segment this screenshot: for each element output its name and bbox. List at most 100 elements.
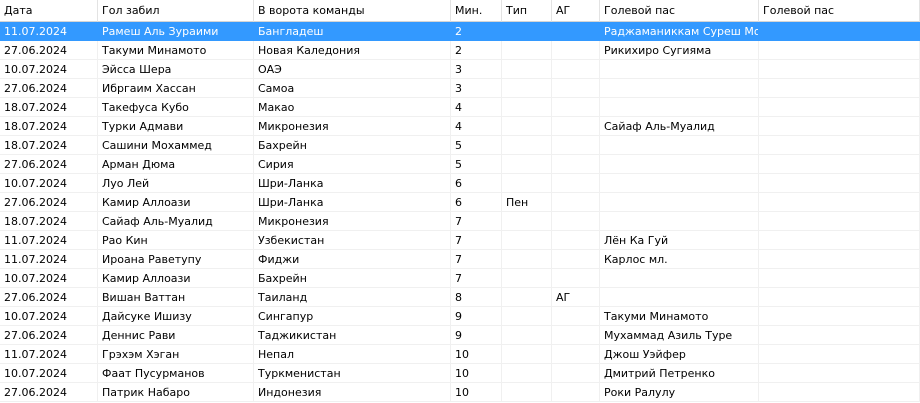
table-cell: [552, 250, 600, 269]
table-row[interactable]: 10.07.2024 Фаат Пусурманов Туркменистан 10 Д…: [0, 364, 920, 383]
table-cell: Грэхэм Хэган: [98, 345, 254, 364]
table-cell: [600, 155, 759, 174]
table-cell: [552, 136, 600, 155]
table-cell: Микронезия: [254, 117, 451, 136]
column-header[interactable]: Голевой пас: [759, 0, 920, 22]
table-cell: 4: [451, 98, 502, 117]
table-cell: Сашини Мохаммед: [98, 136, 254, 155]
table-cell: [552, 345, 600, 364]
table-cell: Бахрейн: [254, 136, 451, 155]
table-row[interactable]: 10.07.2024 Луо Лей Шри-Ланка 6: [0, 174, 920, 193]
table-cell: 18.07.2024: [0, 117, 98, 136]
table-cell: Самоа: [254, 79, 451, 98]
table-cell: 7: [451, 231, 502, 250]
table-row[interactable]: 10.07.2024 Дайсуке Ишизу Сингапур 9 Такуми М…: [0, 307, 920, 326]
table-cell: [502, 307, 552, 326]
table-cell: Мухаммад Азиль Туре: [600, 326, 759, 345]
table-row[interactable]: 10.07.2024 Эйсса Шера ОАЭ 3: [0, 60, 920, 79]
table-cell: [502, 79, 552, 98]
table-row[interactable]: 27.06.2024 Арман Дюма Сирия 5: [0, 155, 920, 174]
table-cell: [502, 117, 552, 136]
table-cell: [600, 288, 759, 307]
table-cell: Такуми Минамото: [600, 307, 759, 326]
table-cell: 4: [451, 117, 502, 136]
table-cell: [759, 174, 920, 193]
table-cell: [502, 345, 552, 364]
table-cell: Роки Ралулу: [600, 383, 759, 402]
column-header[interactable]: Мин.: [451, 0, 502, 22]
table-cell: [600, 98, 759, 117]
table-cell: 10.07.2024: [0, 307, 98, 326]
table-cell: 27.06.2024: [0, 326, 98, 345]
table-cell: Индонезия: [254, 383, 451, 402]
table-cell: Рикихиро Сугияма: [600, 41, 759, 60]
column-header[interactable]: В ворота команды: [254, 0, 451, 22]
table-row[interactable]: 27.06.2024 Патрик Набаро Индонезия 10 Роки Р…: [0, 383, 920, 402]
table-cell: [759, 326, 920, 345]
table-row[interactable]: 27.06.2024 Ибргаим Хассан Самоа 3: [0, 79, 920, 98]
table-cell: 27.06.2024: [0, 79, 98, 98]
table-cell: [552, 269, 600, 288]
table-cell: Бангладеш: [254, 22, 451, 41]
table-cell: 11.07.2024: [0, 22, 98, 41]
column-header[interactable]: Дата: [0, 0, 98, 22]
table-cell: [759, 231, 920, 250]
table-cell: [552, 307, 600, 326]
table-cell: 18.07.2024: [0, 136, 98, 155]
table-cell: Камир Аллоази: [98, 193, 254, 212]
header-row: Дата Гол забил В ворота команды Мин. Тип АГ Го…: [0, 0, 920, 22]
table-cell: Турки Адмави: [98, 117, 254, 136]
table-row[interactable]: 18.07.2024 Сайаф Аль-Муалид Микронезия 7: [0, 212, 920, 231]
table-cell: 3: [451, 60, 502, 79]
table-row[interactable]: 11.07.2024 Грэхэм Хэган Непал 10 Джош Уэйфер: [0, 345, 920, 364]
table-cell: [502, 364, 552, 383]
table-row[interactable]: 18.07.2024 Такефуса Кубо Макао 4: [0, 98, 920, 117]
table-cell: 5: [451, 155, 502, 174]
table-row[interactable]: 27.06.2024 Камир Аллоази Шри-Ланка 6 Пен: [0, 193, 920, 212]
table-cell: [759, 345, 920, 364]
table-cell: Раджаманиккам Суреш Мохан: [600, 22, 759, 41]
table-cell: [600, 79, 759, 98]
table-cell: [759, 288, 920, 307]
table-cell: [552, 364, 600, 383]
table-cell: Карлос мл.: [600, 250, 759, 269]
column-header[interactable]: Тип: [502, 0, 552, 22]
table-cell: [552, 117, 600, 136]
table-cell: 10: [451, 383, 502, 402]
table-row[interactable]: 11.07.2024 Рао Кин Узбекистан 7 Лён Ка Гуй: [0, 231, 920, 250]
table-row[interactable]: 27.06.2024 Деннис Рави Таджикистан 9 Мухамма…: [0, 326, 920, 345]
column-header[interactable]: Голевой пас: [600, 0, 759, 22]
table-cell: 10.07.2024: [0, 364, 98, 383]
table-cell: 10.07.2024: [0, 60, 98, 79]
table-cell: Пен: [502, 193, 552, 212]
column-header[interactable]: Гол забил: [98, 0, 254, 22]
table-row[interactable]: 18.07.2024 Турки Адмави Микронезия 4 Сайаф А…: [0, 117, 920, 136]
table-row[interactable]: 11.07.2024 Рамеш Аль Зураими Бангладеш 2 Рад…: [0, 22, 920, 41]
table-cell: [759, 60, 920, 79]
table-cell: [759, 193, 920, 212]
table-cell: [502, 212, 552, 231]
table-cell: Макао: [254, 98, 451, 117]
table-row[interactable]: 10.07.2024 Камир Аллоази Бахрейн 7: [0, 269, 920, 288]
table-cell: [552, 231, 600, 250]
table-cell: Такефуса Кубо: [98, 98, 254, 117]
table-cell: [759, 136, 920, 155]
table-row[interactable]: 27.06.2024 Вишан Ваттан Таиланд 8 АГ: [0, 288, 920, 307]
table-cell: [502, 174, 552, 193]
table-cell: Фиджи: [254, 250, 451, 269]
table-row[interactable]: 11.07.2024 Ироана Раветупу Фиджи 7 Карлос мл…: [0, 250, 920, 269]
table-cell: 6: [451, 193, 502, 212]
table-cell: [552, 326, 600, 345]
table-cell: [502, 288, 552, 307]
table-row[interactable]: 18.07.2024 Сашини Мохаммед Бахрейн 5: [0, 136, 920, 155]
table-cell: 6: [451, 174, 502, 193]
column-header[interactable]: АГ: [552, 0, 600, 22]
table-cell: Шри-Ланка: [254, 174, 451, 193]
table-cell: АГ: [552, 288, 600, 307]
table-cell: [552, 41, 600, 60]
table-cell: Микронезия: [254, 212, 451, 231]
table-cell: 9: [451, 326, 502, 345]
table-cell: [600, 136, 759, 155]
table-row[interactable]: 27.06.2024 Такуми Минамото Новая Каледония…: [0, 41, 920, 60]
table-cell: [552, 79, 600, 98]
